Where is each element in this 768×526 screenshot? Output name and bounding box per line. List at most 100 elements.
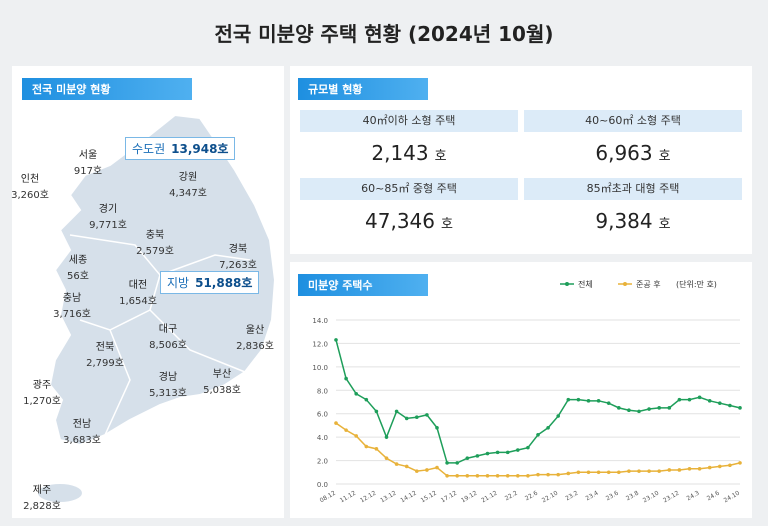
region-value: 7,263호 bbox=[219, 260, 257, 271]
point bbox=[495, 450, 500, 455]
point bbox=[415, 469, 419, 473]
x-tick-label: 23.12 bbox=[662, 490, 681, 505]
point bbox=[707, 465, 712, 470]
region-value: 3,716호 bbox=[53, 309, 91, 320]
cell-value-box: 6,963 호 bbox=[524, 134, 742, 172]
cell-unit: 호 bbox=[658, 217, 671, 232]
legend-dot bbox=[565, 282, 569, 286]
point bbox=[384, 435, 389, 439]
point bbox=[556, 414, 560, 418]
point bbox=[738, 461, 742, 465]
point bbox=[617, 406, 621, 410]
x-tick-label: 08.12 bbox=[319, 490, 338, 505]
region-name: 인천 bbox=[20, 174, 40, 185]
point bbox=[475, 474, 480, 478]
series-line bbox=[335, 422, 741, 477]
point bbox=[627, 408, 631, 413]
region-value: 2,836호 bbox=[236, 341, 274, 352]
cell-label: 85㎡초과 대형 주택 bbox=[524, 178, 742, 200]
point bbox=[586, 399, 591, 403]
region-value: 3,683호 bbox=[63, 435, 101, 446]
point bbox=[334, 338, 338, 342]
callout-value: 51,888호 bbox=[195, 276, 253, 290]
x-tick-label: 15.12 bbox=[420, 490, 439, 505]
point bbox=[374, 409, 379, 414]
y-tick-label: 14.0 bbox=[312, 317, 328, 325]
y-tick-label: 4.0 bbox=[317, 434, 328, 442]
region-name: 강원 bbox=[178, 172, 198, 183]
region-name: 경북 bbox=[228, 244, 248, 255]
x-tick-label: 24.3 bbox=[686, 490, 701, 503]
x-tick-label: 19.12 bbox=[460, 490, 479, 505]
cell-number: 9,384 bbox=[595, 209, 653, 233]
point bbox=[556, 472, 560, 477]
cell-number: 2,143 bbox=[371, 141, 429, 165]
cell-label: 40㎡이하 소형 주택 bbox=[300, 110, 518, 132]
chart-header: 미분양 주택수 bbox=[298, 274, 428, 296]
cell-number: 6,963 bbox=[595, 141, 653, 165]
region-name: 전북 bbox=[95, 342, 115, 353]
point bbox=[596, 470, 601, 475]
region-name: 대전 bbox=[128, 280, 148, 291]
point bbox=[667, 406, 672, 410]
point bbox=[627, 469, 631, 473]
point bbox=[718, 401, 722, 405]
point bbox=[354, 392, 359, 396]
point bbox=[566, 397, 571, 402]
x-tick-label: 23.6 bbox=[605, 490, 620, 503]
region-value: 3,260호 bbox=[11, 190, 49, 201]
point bbox=[455, 461, 460, 465]
cell-value-box: 2,143 호 bbox=[300, 134, 518, 172]
point bbox=[536, 472, 540, 477]
point bbox=[687, 397, 692, 402]
region-name: 충남 bbox=[62, 293, 82, 304]
point bbox=[334, 421, 338, 425]
x-tick-label: 22.2 bbox=[504, 490, 519, 503]
callout-label: 수도권 bbox=[132, 142, 166, 156]
x-tick-label: 24.6 bbox=[706, 490, 721, 503]
point bbox=[566, 471, 571, 476]
cell-label: 40~60㎡ 소형 주택 bbox=[524, 110, 742, 132]
point bbox=[738, 406, 742, 410]
point bbox=[647, 407, 651, 411]
point bbox=[637, 469, 641, 473]
x-tick-label: 14.12 bbox=[399, 490, 418, 505]
x-tick-label: 13.12 bbox=[379, 490, 398, 505]
point bbox=[344, 376, 348, 381]
point bbox=[384, 456, 389, 461]
point bbox=[465, 456, 470, 461]
border bbox=[69, 234, 161, 331]
point bbox=[435, 465, 439, 470]
point bbox=[606, 470, 611, 475]
x-tick-label: 23.10 bbox=[642, 490, 661, 505]
region-value: 4,347호 bbox=[169, 188, 207, 199]
point bbox=[455, 474, 460, 478]
callout-value: 13,948호 bbox=[171, 142, 229, 156]
region-value: 2,579호 bbox=[136, 246, 174, 257]
point bbox=[586, 470, 591, 475]
point bbox=[546, 472, 550, 477]
y-tick-label: 0.0 bbox=[317, 481, 328, 489]
x-tick-label: 23.2 bbox=[564, 490, 579, 503]
point bbox=[415, 415, 419, 420]
region-value: 1,654호 bbox=[119, 296, 157, 307]
point bbox=[344, 428, 348, 432]
region-name: 전남 bbox=[72, 419, 92, 430]
point bbox=[404, 416, 409, 421]
x-tick-label: 17.12 bbox=[440, 490, 459, 505]
x-tick-label: 22.6 bbox=[524, 490, 539, 503]
region-value: 56호 bbox=[67, 271, 89, 282]
callout: 수도권 13,948호 bbox=[125, 137, 236, 160]
region-name: 제주 bbox=[32, 485, 52, 496]
cell-unit: 호 bbox=[658, 149, 671, 164]
x-tick-label: 21.12 bbox=[480, 490, 499, 505]
point bbox=[394, 409, 399, 414]
cell-unit: 호 bbox=[434, 149, 447, 164]
table-header: 규모별 현황 bbox=[298, 78, 428, 100]
point bbox=[516, 448, 520, 452]
point bbox=[606, 401, 611, 405]
region-name: 세종 bbox=[68, 255, 88, 266]
legend-label: 준공 후 bbox=[636, 280, 661, 289]
